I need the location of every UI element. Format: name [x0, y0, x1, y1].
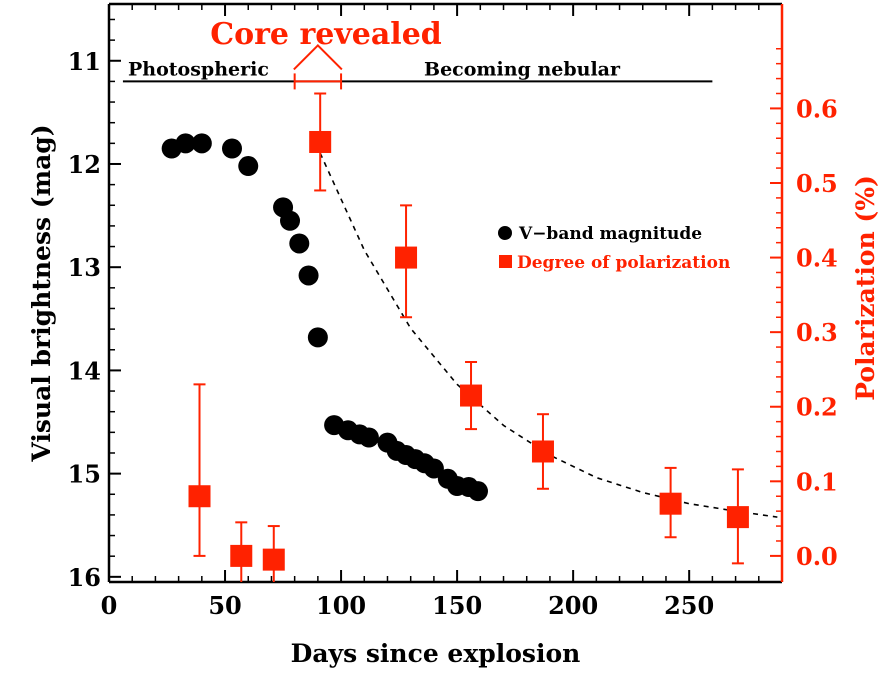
polarization-point — [262, 548, 285, 571]
magnitude-point — [298, 265, 319, 286]
magnitude-point — [467, 481, 488, 502]
polarization-point — [230, 544, 253, 567]
polarization-point — [188, 485, 211, 508]
magnitude-point — [191, 133, 212, 154]
magnitude-point — [175, 133, 196, 154]
y-right-tick-label: 0.5 — [796, 169, 838, 198]
x-tick-label: 100 — [316, 591, 366, 620]
magnitude-point — [358, 427, 379, 448]
y-right-tick-label: 0.0 — [796, 542, 838, 571]
magnitude-point — [307, 327, 328, 348]
polarization-point — [395, 246, 418, 269]
y-left-axis-title: Visual brightness (mag) — [27, 124, 56, 462]
x-tick-label: 50 — [208, 591, 241, 620]
legend-magnitude-marker — [498, 226, 512, 240]
polarization-point — [460, 384, 483, 407]
magnitude-point — [221, 138, 242, 159]
y-right-tick-label: 0.2 — [796, 393, 838, 422]
y-left-tick-label: 15 — [68, 460, 101, 489]
magnitude-point — [238, 156, 259, 177]
legend-magnitude-label: V−band magnitude — [518, 224, 702, 244]
legend-polarization-marker — [499, 255, 512, 268]
fit-curve — [319, 152, 778, 518]
y-right-tick-label: 0.1 — [796, 467, 838, 496]
y-left-tick-label: 14 — [68, 356, 101, 385]
magnitude-point — [280, 210, 301, 231]
x-tick-label: 150 — [432, 591, 482, 620]
y-left-tick-label: 12 — [68, 150, 101, 179]
x-tick-label: 250 — [664, 591, 714, 620]
y-left-tick-label: 13 — [68, 253, 101, 282]
photospheric-label: Photospheric — [128, 58, 269, 80]
y-right-axis-title: Polarization (%) — [851, 175, 880, 401]
legend-polarization-label: Degree of polarization — [517, 253, 730, 273]
polarization-point — [531, 440, 554, 463]
y-right-tick-label: 0.6 — [796, 94, 838, 123]
polarization-point — [726, 506, 749, 529]
magnitude-point — [423, 458, 444, 479]
x-axis-title: Days since explosion — [291, 639, 581, 668]
core-bracket-caret — [293, 43, 343, 71]
y-right-tick-label: 0.3 — [796, 318, 838, 347]
y-left-tick-label: 11 — [68, 47, 101, 76]
y-right-tick-label: 0.4 — [796, 244, 838, 273]
magnitude-point — [289, 233, 310, 254]
becoming-nebular-label: Becoming nebular — [424, 58, 621, 80]
polarization-point — [659, 492, 682, 515]
core-revealed-label: Core revealed — [210, 17, 442, 52]
y-left-tick-label: 16 — [68, 563, 101, 592]
x-tick-label: 0 — [101, 591, 118, 620]
x-tick-label: 200 — [548, 591, 598, 620]
polarization-point — [309, 130, 332, 153]
